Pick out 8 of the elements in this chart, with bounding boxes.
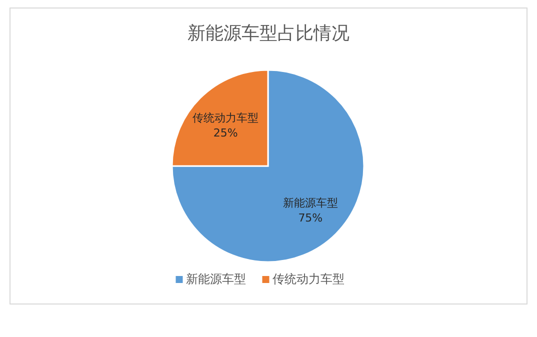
data-label: 75% bbox=[298, 211, 323, 224]
slice-label: 新能源车型 bbox=[282, 196, 338, 210]
legend-label: 新能源车型 bbox=[186, 272, 246, 286]
chart-title: 新能源车型占比情况 bbox=[188, 23, 350, 44]
legend-label: 传统动力车型 bbox=[272, 272, 344, 286]
slice-label: 传统动力车型 bbox=[192, 112, 259, 125]
pie-slice bbox=[171, 69, 365, 263]
data-label: 25% bbox=[213, 126, 238, 140]
